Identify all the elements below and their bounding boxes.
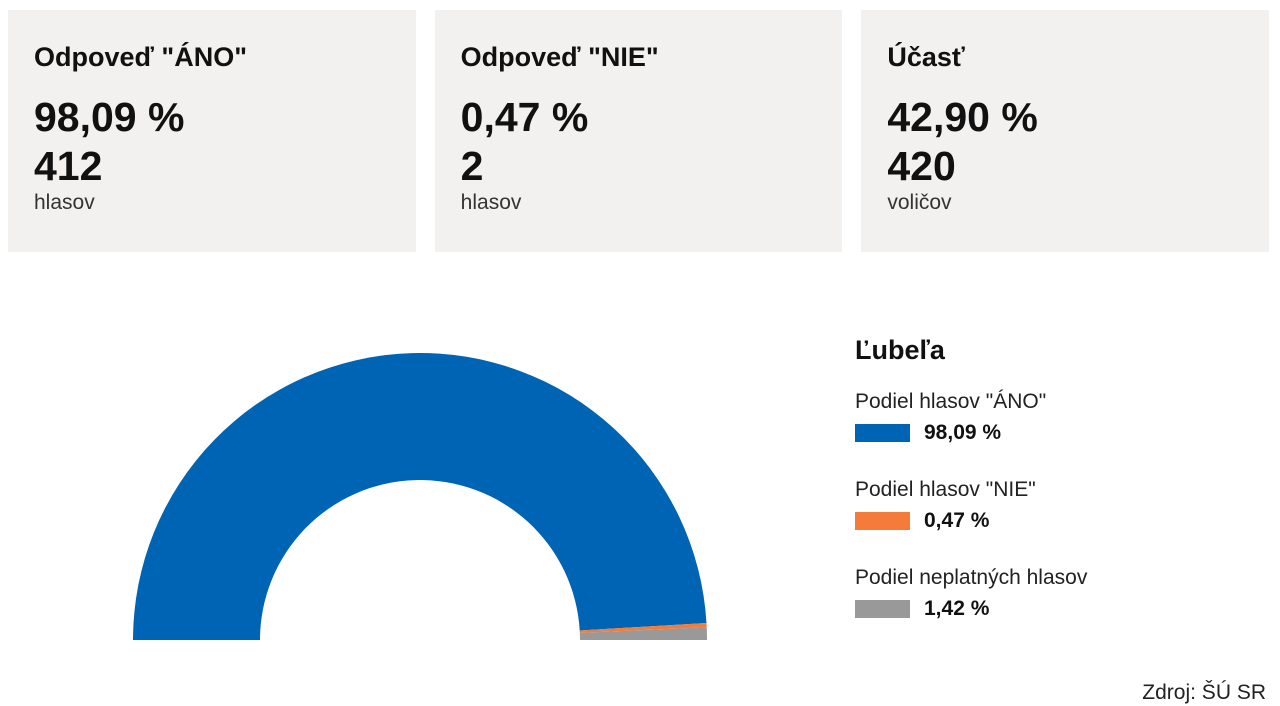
legend-value: 1,42 % [924,597,990,620]
donut-slice-1 [579,622,707,633]
chart-title: Ľubeľa [855,335,945,365]
card-count: 420 [887,143,956,189]
legend-item-invalid: Podiel neplatných hlasov 1,42 % [855,564,1255,622]
donut-slice-0 [133,353,707,640]
card-count: 412 [34,143,103,189]
card-percent: 98,09 % [34,94,185,140]
card-unit: hlasov [34,191,95,214]
card-no: Odpoveď "NIE" 0,47 % 2 hlasov [434,10,843,252]
card-count: 2 [460,143,484,189]
legend-label: Podiel hlasov "ÁNO" [855,390,1047,413]
card-unit: hlasov [460,191,522,214]
card-percent: 0,47 % [460,94,589,140]
legend-label: Podiel hlasov "NIE" [855,478,1036,501]
card-title: Účasť [887,42,965,72]
legend-item-no: Podiel hlasov "NIE" 0,47 % [855,476,1255,534]
legend-value: 0,47 % [924,509,990,532]
source-note: Zdroj: ŠÚ SR [1142,681,1266,704]
legend: Ľubeľa Podiel hlasov "ÁNO" 98,09 % Podie… [855,330,1255,652]
legend-swatch [855,600,910,618]
card-percent: 42,90 % [887,94,1038,140]
card-turnout: Účasť 42,90 % 420 voličov [861,10,1270,252]
legend-item-yes: Podiel hlasov "ÁNO" 98,09 % [855,388,1255,446]
semi-donut-chart [120,340,720,660]
legend-label: Podiel neplatných hlasov [855,566,1088,589]
card-yes: Odpoveď "ÁNO" 98,09 % 412 hlasov [8,10,416,252]
summary-cards: Odpoveď "ÁNO" 98,09 % 412 hlasov Odpoveď… [8,10,1270,252]
card-title: Odpoveď "ÁNO" [34,42,248,72]
legend-value: 98,09 % [924,421,1002,444]
card-title: Odpoveď "NIE" [460,42,659,72]
chart-svg [133,353,707,640]
legend-swatch [855,424,910,442]
legend-swatch [855,512,910,530]
card-unit: voličov [887,191,952,214]
donut-slice-2 [579,627,707,640]
